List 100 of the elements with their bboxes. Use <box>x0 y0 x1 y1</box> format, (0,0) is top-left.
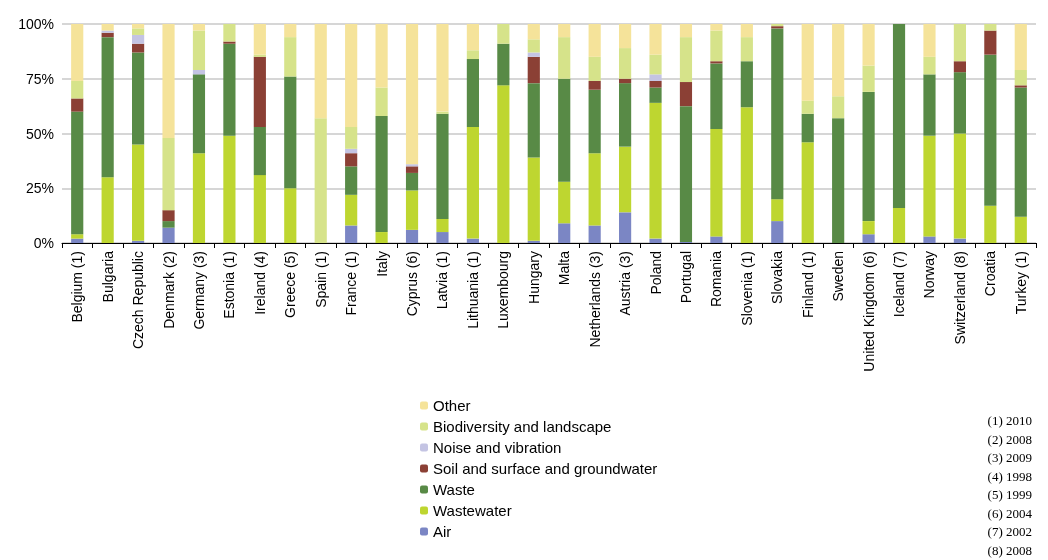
bar <box>466 238 479 243</box>
bar <box>710 129 723 237</box>
bar <box>740 24 753 38</box>
bar <box>710 236 723 243</box>
bar <box>984 54 997 206</box>
x-tick-label: Denmark (2) <box>160 251 177 329</box>
x-tick-label: Belgium (1) <box>69 251 86 323</box>
bar <box>132 28 145 35</box>
bar <box>345 225 358 243</box>
bar <box>71 80 84 99</box>
bar <box>527 56 540 84</box>
bar <box>375 115 388 233</box>
bar <box>710 63 723 130</box>
text: (1) 2010 <box>987 413 1033 428</box>
bar <box>223 24 236 42</box>
x-tick-label: Iceland (7) <box>891 251 908 318</box>
bar <box>162 227 175 243</box>
bar <box>527 39 540 53</box>
bar <box>679 37 693 83</box>
bar <box>862 65 875 92</box>
x-tick-label: Norway <box>921 251 938 299</box>
bar <box>162 24 175 138</box>
x-tick-label: Netherlands (3) <box>586 251 603 348</box>
y-tick-label: 75% <box>25 70 54 87</box>
bar <box>953 24 966 62</box>
bar <box>405 190 419 230</box>
bar <box>862 234 875 243</box>
bar <box>740 107 753 243</box>
bar <box>71 234 84 239</box>
bar <box>527 83 540 158</box>
bar <box>588 56 601 81</box>
x-tick-label: France (1) <box>343 251 360 316</box>
bar <box>436 111 449 114</box>
bar <box>801 24 814 101</box>
bar <box>405 24 419 165</box>
y-tick-label: 0% <box>33 235 54 251</box>
bar <box>1014 216 1027 243</box>
bar <box>71 24 84 81</box>
bar <box>862 24 875 66</box>
bar <box>345 148 358 154</box>
bar <box>466 24 479 51</box>
bar <box>923 236 936 243</box>
legend-label: Air <box>433 523 452 540</box>
bar <box>71 98 84 112</box>
legend-label: Soil and surface and groundwater <box>433 460 658 477</box>
legend-label: Biodiversity and landscape <box>433 418 612 435</box>
bar <box>862 221 875 235</box>
bar <box>436 218 449 233</box>
bar <box>953 61 966 73</box>
bar <box>253 126 266 176</box>
bar <box>953 72 966 134</box>
bar <box>436 24 449 112</box>
bar <box>101 32 114 38</box>
x-tick-label: Czech Republic <box>130 251 147 350</box>
x-tick-label: Slovakia <box>769 250 786 304</box>
x-tick-label: Croatia <box>982 250 999 297</box>
bar <box>162 210 175 222</box>
x-tick-label: Greece (5) <box>282 251 299 318</box>
bar <box>984 30 997 55</box>
bar <box>588 24 601 57</box>
bar <box>619 78 632 84</box>
bar <box>132 34 145 44</box>
bar <box>192 153 206 243</box>
x-tick-label: Turkey (1) <box>1012 251 1029 315</box>
x-tick-label: Latvia (1) <box>434 251 451 310</box>
bar <box>771 28 784 200</box>
bar <box>223 43 236 136</box>
bar <box>132 52 145 145</box>
bar <box>923 56 936 75</box>
bar <box>953 238 966 243</box>
bar <box>649 80 662 88</box>
bar <box>223 135 236 243</box>
text: (8) 2008 <box>987 542 1033 558</box>
bar <box>253 56 266 127</box>
x-tick-label: Luxembourg <box>495 251 512 329</box>
bar <box>679 82 693 107</box>
bar <box>345 194 358 226</box>
bar <box>405 166 419 173</box>
bar <box>619 48 632 79</box>
bar <box>740 37 753 62</box>
bar <box>832 118 845 243</box>
bar <box>679 106 693 242</box>
bar <box>71 238 84 243</box>
x-tick-label: Malta <box>556 250 573 286</box>
bar <box>192 30 206 70</box>
bar <box>132 24 145 29</box>
bar <box>558 37 571 79</box>
text: (2) 2008 <box>987 431 1033 447</box>
bar <box>649 87 662 103</box>
x-tick-label: Lithuania (1) <box>464 251 481 329</box>
x-tick-label: Bulgaria <box>99 250 116 303</box>
bar <box>1014 85 1027 88</box>
bar <box>101 177 114 243</box>
bar <box>375 87 388 116</box>
bar <box>527 157 540 241</box>
bar <box>497 43 510 86</box>
bar <box>558 223 571 243</box>
bar <box>284 37 297 77</box>
legend-label: Other <box>433 397 471 414</box>
bar <box>1014 24 1027 70</box>
